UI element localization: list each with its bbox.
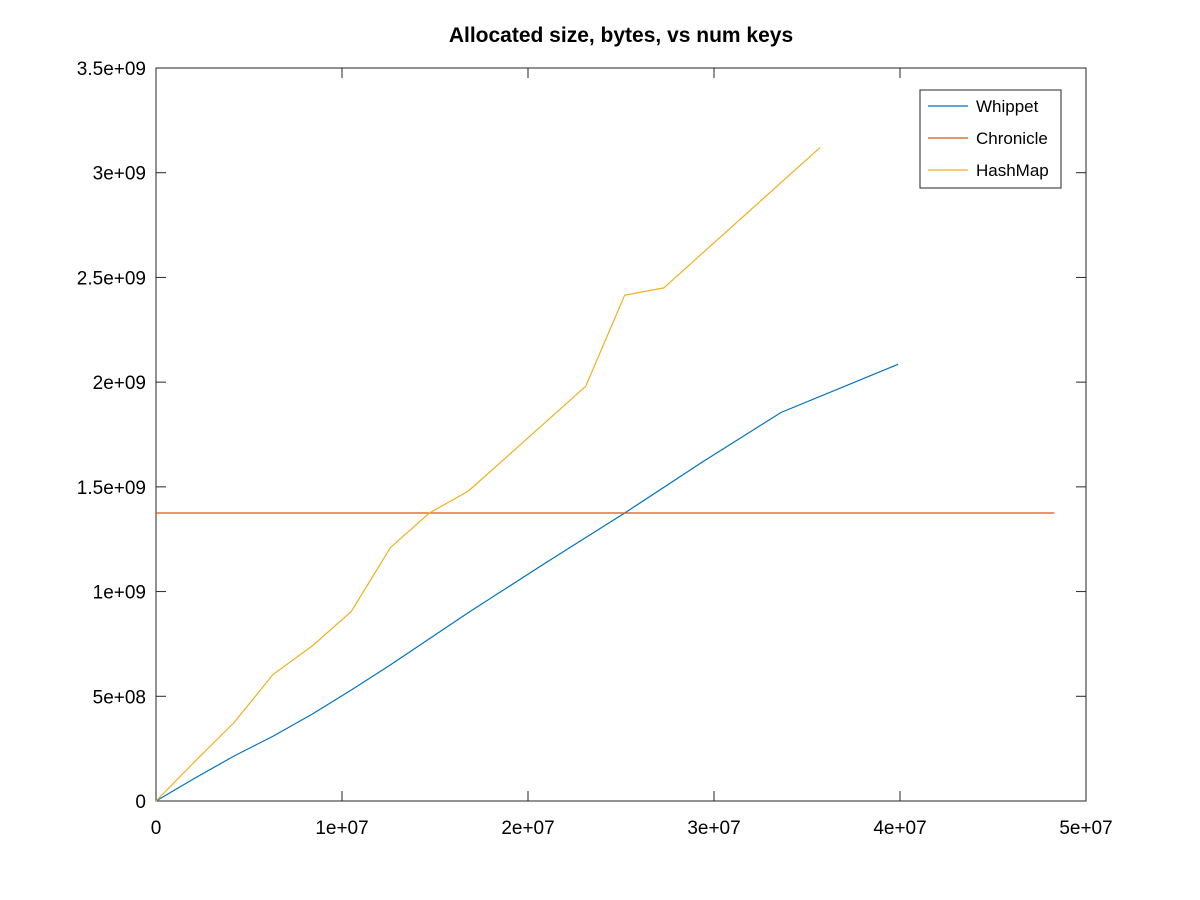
axis-ticks	[155, 67, 1087, 802]
y-tick-label: 1e+09	[93, 583, 146, 604]
series-lines	[155, 147, 1055, 802]
x-tick-label: 3e+07	[687, 818, 740, 839]
y-tick-label: 5e+08	[93, 687, 146, 708]
legend-label-hashmap: HashMap	[976, 161, 1049, 180]
x-tick-label: 4e+07	[873, 818, 926, 839]
x-axis-tick-labels: 0 1e+07 2e+07 3e+07 4e+07 5e+07	[151, 818, 1113, 839]
plot-area	[155, 67, 1087, 802]
series-line-hashmap	[155, 147, 821, 802]
y-tick-label: 2e+09	[93, 373, 146, 394]
legend-label-chronicle: Chronicle	[976, 129, 1048, 148]
x-tick-label: 2e+07	[501, 818, 554, 839]
y-tick-label: 0	[135, 792, 146, 813]
y-axis-tick-labels: 0 5e+08 1e+09 1.5e+09 2e+09 2.5e+09 3e+09 3.5e+…	[77, 59, 146, 813]
chart-title: Allocated size, bytes, vs num keys	[449, 24, 793, 47]
y-tick-label: 2.5e+09	[77, 268, 146, 289]
y-tick-label: 1.5e+09	[77, 478, 146, 499]
legend-label-whippet: Whippet	[976, 97, 1039, 116]
series-line-whippet	[155, 363, 899, 802]
x-tick-label: 1e+07	[315, 818, 368, 839]
y-tick-label: 3e+09	[93, 164, 146, 185]
y-tick-label: 3.5e+09	[77, 59, 146, 80]
x-tick-label: 5e+07	[1059, 818, 1112, 839]
x-tick-label: 0	[151, 818, 162, 839]
legend: Whippet Chronicle HashMap	[919, 89, 1062, 189]
